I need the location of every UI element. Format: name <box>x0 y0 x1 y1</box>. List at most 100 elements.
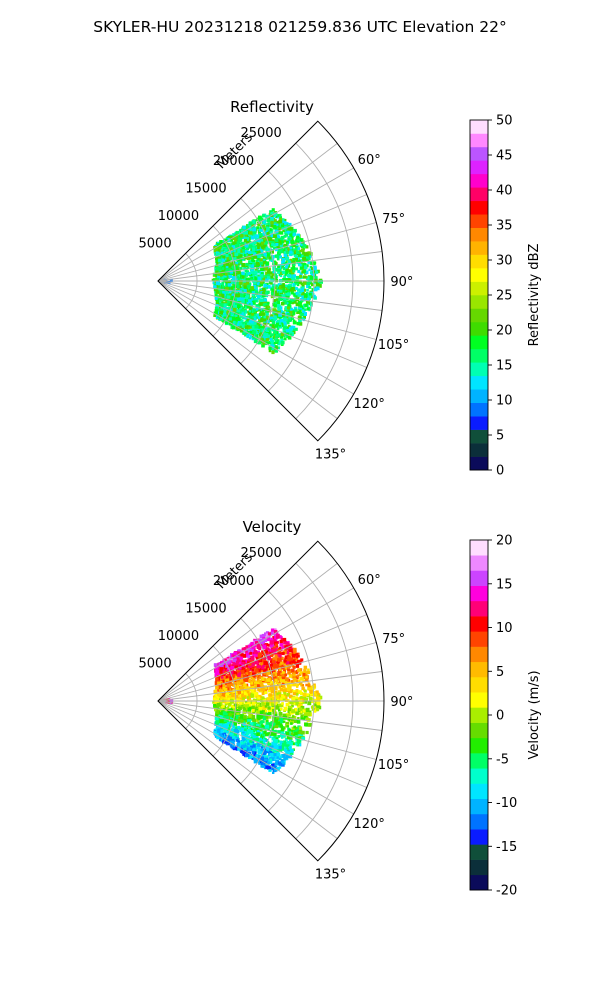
echo-cell <box>268 711 272 716</box>
echo-cell <box>299 244 302 248</box>
colorbar-segment <box>470 308 488 323</box>
echo-cell <box>215 710 220 714</box>
echo-cell <box>306 301 310 306</box>
echo-cell <box>281 270 286 275</box>
echo-cell <box>250 641 254 646</box>
echo-cell <box>268 331 272 335</box>
echo-cell <box>289 738 293 742</box>
echo-cell <box>220 251 224 255</box>
echo-cell <box>304 714 308 719</box>
colorbar-segment <box>470 348 488 363</box>
echo-cell <box>292 701 296 705</box>
echo-cell <box>308 292 312 296</box>
echo-cell <box>277 308 281 311</box>
echo-cell <box>226 727 231 731</box>
echo-cell <box>251 262 256 266</box>
colorbar-tick-label: 0 <box>496 464 504 479</box>
echo-cell <box>240 322 245 326</box>
echo-cell <box>288 713 292 717</box>
echo-cell <box>286 222 289 225</box>
echo-cell <box>314 706 318 710</box>
echo-cell <box>271 288 275 292</box>
echo-cell <box>214 311 218 315</box>
echo-cell <box>216 252 220 257</box>
echo-cell <box>268 689 272 692</box>
echo-cell <box>303 676 306 679</box>
echo-cell <box>266 284 271 289</box>
echo-cell <box>269 271 273 275</box>
echo-cell <box>276 245 279 248</box>
echo-cell <box>308 268 311 272</box>
echo-cell <box>312 270 317 275</box>
echo-cell <box>241 275 245 279</box>
colorbar-segment <box>470 335 488 350</box>
echo-cell <box>267 722 272 727</box>
echo-cell <box>222 684 226 688</box>
echo-cell <box>280 733 284 737</box>
echo-cell <box>248 221 253 226</box>
echo-cell <box>243 647 247 650</box>
echo-cell <box>269 732 274 736</box>
echo-cell <box>309 689 313 694</box>
echo-cell <box>287 285 291 289</box>
echo-cell <box>257 277 262 281</box>
echo-cell <box>275 242 279 247</box>
echo-cell <box>227 721 230 725</box>
echo-cell <box>293 306 298 311</box>
echo-cell <box>247 660 251 665</box>
echo-cell <box>265 305 269 309</box>
echo-cell <box>249 742 254 747</box>
echo-cell <box>286 687 290 692</box>
echo-cell <box>281 258 286 262</box>
echo-cell <box>222 690 226 693</box>
echo-cell <box>240 252 244 256</box>
echo-cell <box>251 649 254 652</box>
echo-cell <box>299 266 304 270</box>
echo-cell <box>272 732 277 736</box>
echo-cell <box>282 221 287 225</box>
echo-cell <box>225 307 230 311</box>
echo-cell <box>288 652 292 657</box>
colorbar-label: Reflectivity dBZ <box>527 244 542 347</box>
echo-cell <box>292 673 296 677</box>
echo-cell <box>272 303 275 306</box>
echo-cell <box>220 306 224 310</box>
echo-cell <box>262 712 267 716</box>
echo-cell <box>233 278 237 283</box>
colorbar-segment <box>470 362 488 377</box>
echo-cell <box>266 253 271 257</box>
echo-cell <box>278 635 282 639</box>
echo-cell <box>296 275 300 280</box>
echo-cell <box>314 703 318 707</box>
echo-cell <box>290 719 294 724</box>
echo-cell <box>257 295 261 298</box>
echo-cell <box>282 686 286 689</box>
echo-cell <box>265 312 269 316</box>
echo-cell <box>280 332 285 337</box>
echo-cell <box>285 278 290 282</box>
echo-cell <box>285 290 288 294</box>
echo-cell <box>283 225 288 230</box>
echo-cell <box>295 257 298 261</box>
echo-cell <box>284 673 288 677</box>
echo-cell <box>292 310 296 313</box>
echo-cell <box>299 668 303 672</box>
echo-cell <box>274 267 278 272</box>
echo-cell <box>270 275 274 279</box>
echo-cell <box>273 260 277 264</box>
echo-cell <box>292 325 296 329</box>
echo-cell <box>272 640 276 644</box>
echo-cell <box>249 231 253 235</box>
echo-cell <box>244 700 248 703</box>
echo-cell <box>223 315 227 319</box>
echo-cell <box>258 313 263 317</box>
echo-cell <box>289 700 294 705</box>
echo-cell <box>246 271 250 276</box>
echo-cell <box>271 324 275 327</box>
echo-cell <box>236 265 240 268</box>
echo-cell <box>260 317 264 321</box>
echo-cell <box>239 254 243 258</box>
echo-cell <box>224 730 229 734</box>
echo-cell <box>279 285 283 290</box>
echo-cell <box>305 730 309 735</box>
